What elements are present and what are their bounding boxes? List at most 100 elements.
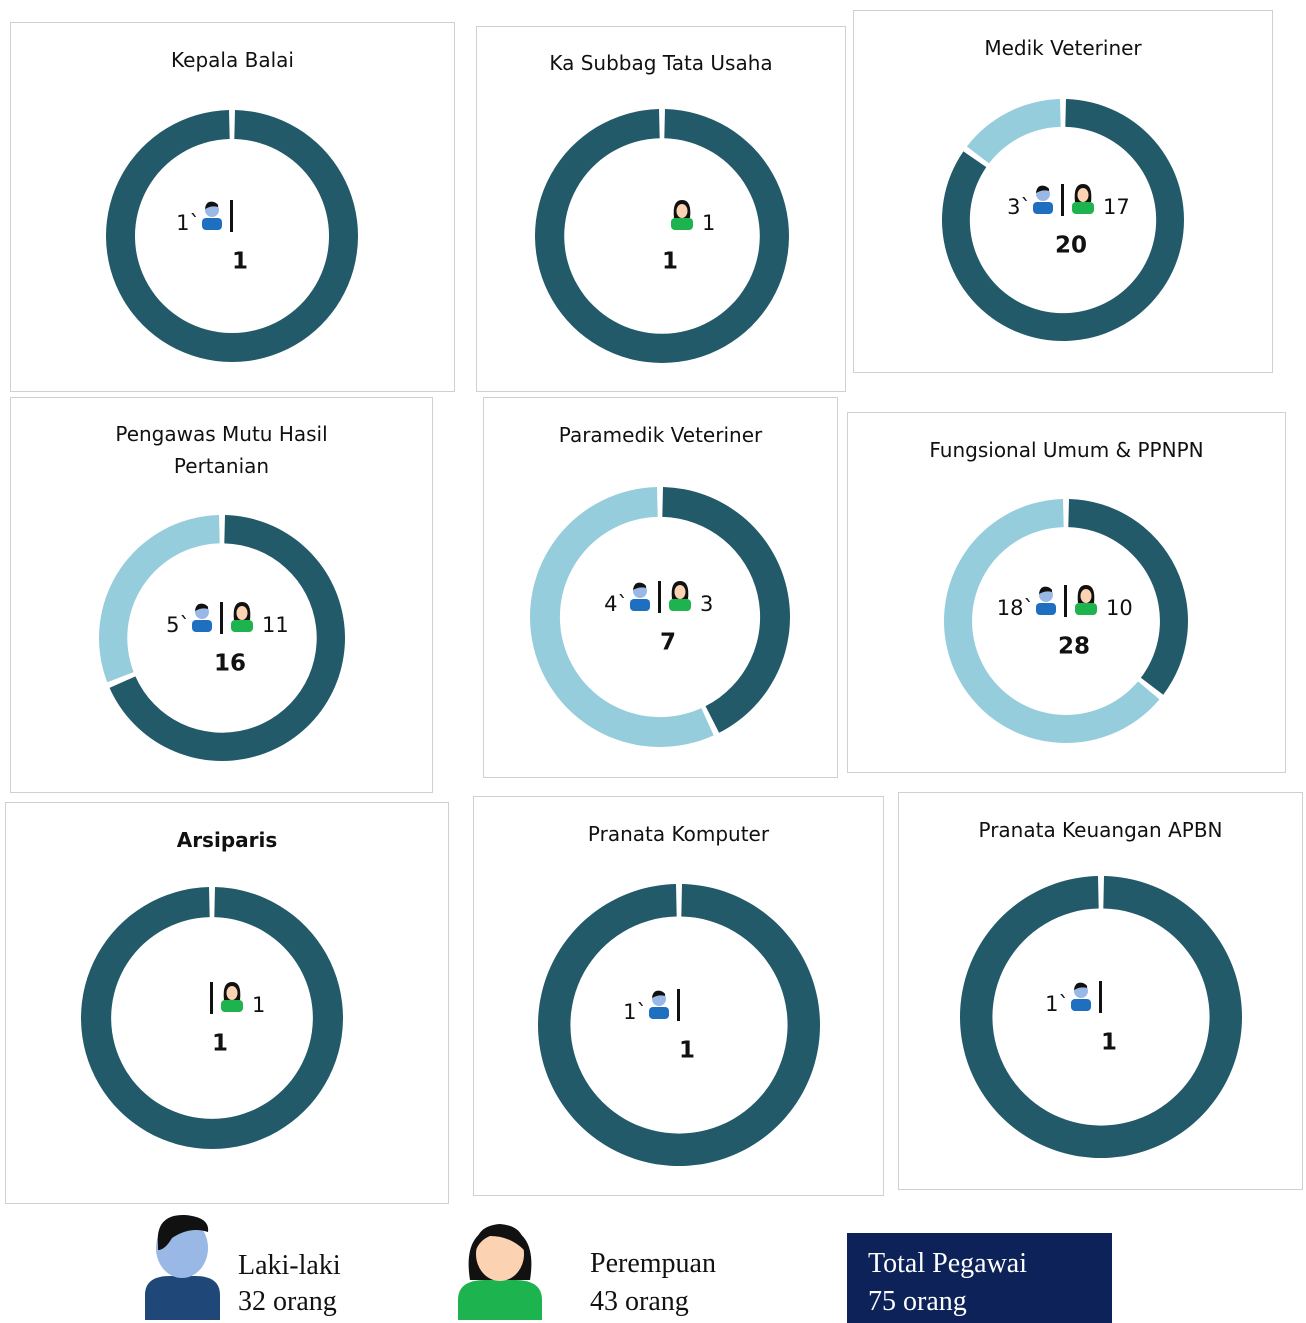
female-icon-body (669, 599, 691, 611)
total-count: 1 (232, 249, 248, 275)
donut: 3` 17 20 (942, 99, 1184, 341)
divider (230, 200, 233, 232)
donut-slice (106, 110, 359, 363)
chart-title: Kepala Balai (171, 48, 294, 72)
chart-title: Paramedik Veteriner (558, 423, 763, 447)
donut: 1` 1 (960, 876, 1242, 1158)
donut-slice (1068, 499, 1188, 695)
chart-title: Pranata Keuangan APBN (978, 818, 1223, 842)
chart-panel (10, 22, 455, 392)
donut-slice (960, 876, 1242, 1158)
female-icon-body (1075, 603, 1097, 615)
legend-total-count: 75 orang (868, 1286, 967, 1317)
male-icon-body (1033, 202, 1053, 214)
donut-slice (944, 499, 1160, 743)
chart-title: Ka Subbag Tata Usaha (549, 51, 773, 75)
female-icon-body (231, 620, 253, 632)
male-count: 5` (166, 613, 190, 637)
donut-slice (537, 884, 820, 1166)
female-count: 1 (702, 211, 715, 235)
female-count: 17 (1103, 195, 1130, 219)
divider (1061, 184, 1064, 216)
male-count: 1` (1045, 992, 1069, 1016)
female-icon-face (236, 606, 248, 620)
donut: 1` 1 (537, 884, 820, 1166)
male-count: 18` (997, 596, 1034, 620)
male-count: 1` (623, 1000, 647, 1024)
female-icon-face (1077, 188, 1089, 202)
chart-panel (10, 397, 433, 793)
female-count: 10 (1106, 596, 1133, 620)
legend-male-icon (145, 1214, 220, 1320)
donut: 1` 1 (106, 110, 359, 363)
male-icon-hair (205, 201, 219, 209)
chart-panel (476, 26, 846, 392)
donut: 18` 10 28 (944, 499, 1188, 743)
female-count: 11 (262, 613, 289, 637)
divider (210, 982, 213, 1014)
chart-panel (483, 397, 838, 778)
female-count: 3 (700, 592, 713, 616)
divider (1064, 585, 1067, 617)
female-icon-face (1080, 589, 1092, 603)
male-icon-hair (652, 990, 666, 998)
chart-title: Arsiparis (176, 828, 278, 852)
donut: 11 (80, 887, 344, 1149)
donut: 11 (535, 109, 789, 363)
total-count: 1 (212, 1031, 228, 1057)
female-icon-body (1072, 202, 1094, 214)
legend-male-label: Laki-laki (238, 1250, 341, 1281)
total-count: 1 (679, 1038, 695, 1064)
male-icon-body (630, 599, 650, 611)
female-icon-face (226, 986, 238, 1000)
male-icon-hair (1039, 586, 1053, 594)
total-count: 16 (214, 651, 246, 677)
male-icon-hair (1036, 185, 1050, 193)
total-count: 7 (660, 630, 676, 656)
male-count: 1` (176, 211, 200, 235)
female-icon-body (671, 218, 693, 230)
divider (1099, 981, 1102, 1013)
male-count: 3` (1007, 195, 1031, 219)
male-icon-body (649, 1007, 669, 1019)
male-icon-hair (195, 603, 209, 611)
chart-panel (898, 792, 1303, 1190)
donut-slice (530, 487, 714, 747)
total-count: 20 (1055, 233, 1087, 259)
legend-total-label: Total Pegawai (868, 1248, 1027, 1279)
female-count: 1 (252, 993, 265, 1017)
donut-slice (662, 487, 790, 733)
divider (658, 581, 661, 613)
divider (677, 989, 680, 1021)
donut: 5` 11 16 (98, 515, 345, 761)
chart-panel (5, 802, 449, 1204)
male-icon-hair (1074, 982, 1088, 990)
male-icon-body (192, 620, 212, 632)
female-icon-face (676, 204, 688, 218)
donut-slice (98, 515, 220, 683)
male-icon-body (1036, 603, 1056, 615)
donut: 4` 37 (530, 487, 790, 747)
total-count: 1 (1101, 1030, 1117, 1056)
total-box (847, 1233, 1112, 1323)
chart-title: Pranata Komputer (587, 822, 770, 846)
divider (220, 602, 223, 634)
male-icon-hair (633, 582, 647, 590)
chart-panel (853, 10, 1273, 373)
donut-slice (966, 99, 1061, 164)
male-icon-body (202, 218, 222, 230)
legend-female-label: Perempuan (590, 1248, 716, 1279)
male-icon-body (1071, 999, 1091, 1011)
female-icon-face (674, 585, 686, 599)
chart-title: Medik Veteriner (984, 36, 1142, 60)
chart-title: Fungsional Umum & PPNPN (929, 438, 1204, 462)
legend-female-icon (458, 1224, 542, 1320)
total-count: 28 (1058, 634, 1090, 660)
chart-title: Pengawas Mutu Hasil Pertanian (115, 422, 328, 478)
donut-slice (80, 887, 344, 1149)
legend-male-count: 32 orang (238, 1286, 337, 1317)
chart-panel (847, 412, 1286, 773)
chart-panel (473, 796, 884, 1196)
